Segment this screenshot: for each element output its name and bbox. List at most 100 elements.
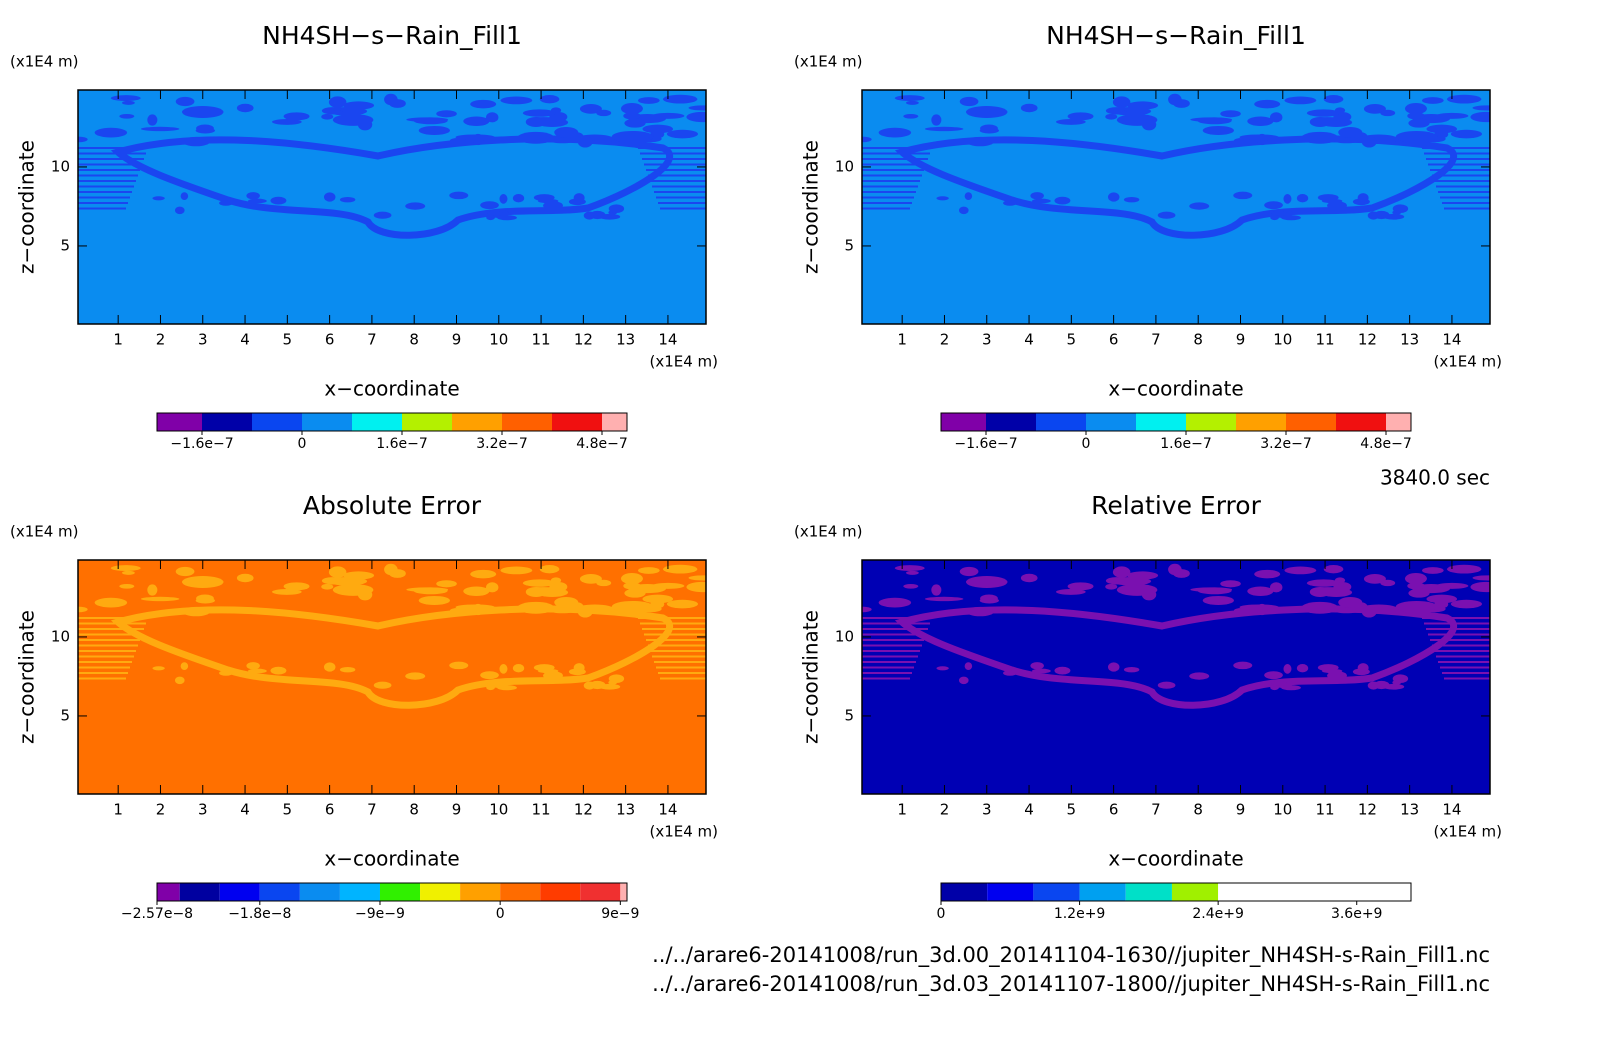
- colorbar-tick-label: 0: [937, 906, 946, 922]
- pattern-cell: [174, 676, 185, 685]
- pattern-cell: [1123, 196, 1140, 203]
- pattern-cell: [1189, 672, 1210, 680]
- pattern-ring: [110, 605, 674, 709]
- pattern-cell: [140, 596, 180, 602]
- field: [862, 90, 1490, 324]
- pattern-cell: [1323, 95, 1344, 104]
- x-tick-label: 12: [574, 801, 593, 819]
- colorbar-bin: [452, 413, 502, 431]
- pattern-cell: [1284, 96, 1317, 105]
- pattern-cell: [449, 138, 467, 144]
- colorbar-bin: [299, 883, 340, 901]
- x-tick-label: 13: [1400, 801, 1419, 819]
- pattern-cell: [373, 211, 392, 219]
- pattern-cell: [1056, 588, 1086, 595]
- colorbar-bin: [302, 413, 352, 431]
- pattern-cell: [583, 681, 596, 690]
- colorbar-frame: [940, 412, 1412, 432]
- pattern-cell: [1421, 567, 1444, 574]
- pattern-cell: [487, 211, 503, 216]
- colorbar-frame: [156, 412, 628, 432]
- plot-frame: [77, 89, 707, 325]
- x-tick-label: 1: [113, 801, 123, 819]
- pattern-cell: [1157, 211, 1176, 219]
- x-tick-label: 12: [1358, 801, 1377, 819]
- pattern-cell: [539, 95, 560, 104]
- colorbar-tick-label: 0: [1082, 436, 1091, 452]
- colorbar-tick-label: 2.4e+9: [1192, 906, 1244, 922]
- pattern-cell: [1264, 201, 1283, 210]
- pattern-cell: [175, 566, 195, 577]
- field-pattern: [862, 93, 1490, 239]
- colorbar-frame: [156, 882, 628, 902]
- pattern-cell: [339, 666, 356, 673]
- x-tick-label: 12: [1358, 331, 1377, 349]
- pattern-cell: [463, 586, 490, 596]
- pattern-cell: [449, 661, 469, 670]
- pattern-cell: [1020, 573, 1038, 583]
- pattern-cell: [455, 134, 495, 141]
- pattern-cell: [1367, 681, 1380, 690]
- colorbar-tick-label: 0: [298, 436, 307, 452]
- x-tick-label: 10: [489, 331, 508, 349]
- pattern-cell: [486, 582, 499, 593]
- pattern-cell: [1116, 580, 1127, 585]
- pattern-cell: [931, 114, 942, 126]
- pattern-cell: [405, 202, 426, 210]
- pattern-cell: [612, 193, 620, 200]
- x-axis-label: x−coordinate: [1108, 377, 1243, 401]
- pattern-cell: [964, 192, 973, 200]
- pattern-cell: [463, 116, 490, 126]
- colorbar-bin: [580, 883, 621, 901]
- pattern-cell: [1301, 131, 1339, 144]
- colorbar-bin: [987, 883, 1034, 901]
- colorbar-tick-label: 3.2e−7: [476, 436, 528, 452]
- time-label: 3840.0 sec: [1380, 466, 1490, 490]
- panel: Absolute Error (x1E4 m) z−coordinate (x1E4 …: [10, 491, 718, 922]
- pattern-cell: [612, 663, 620, 670]
- pattern-cell: [686, 581, 706, 593]
- field-pattern: [78, 563, 706, 709]
- pattern-cell: [894, 95, 925, 101]
- x-tick-label: 7: [1151, 801, 1161, 819]
- pattern-cell: [878, 127, 912, 138]
- pattern-cell: [1472, 105, 1490, 111]
- pattern-cell: [175, 96, 195, 107]
- y-axis-label: z−coordinate: [799, 140, 823, 274]
- x-tick-label: 10: [1273, 331, 1292, 349]
- x-tick-label: 8: [1193, 801, 1203, 819]
- pattern-cell: [642, 124, 674, 134]
- pattern-cell: [1173, 99, 1190, 108]
- pattern-cell: [1357, 663, 1369, 673]
- pattern-cell: [1202, 125, 1234, 136]
- pattern-cell: [1382, 683, 1405, 690]
- colorbar-bin: [602, 413, 627, 431]
- pattern-cell: [1233, 661, 1253, 670]
- pattern-cell: [517, 601, 555, 614]
- x-tick-label: 7: [1151, 331, 1161, 349]
- y-tick-label: 5: [60, 706, 70, 724]
- pattern-cell: [406, 587, 449, 592]
- pattern-cell: [862, 606, 872, 613]
- x-tick-label: 6: [325, 801, 335, 819]
- colorbar-tick-label: 0: [496, 906, 505, 922]
- pattern-cell: [270, 196, 287, 205]
- x-tick-label: 9: [452, 801, 462, 819]
- x-tick-label: 4: [1024, 331, 1034, 349]
- pattern-cell: [332, 110, 343, 115]
- pattern-cell: [1270, 582, 1283, 593]
- x-tick-label: 3: [982, 331, 992, 349]
- x-tick-label: 8: [409, 801, 419, 819]
- pattern-cell: [1126, 101, 1159, 110]
- pattern-cell: [1190, 117, 1233, 122]
- pattern-cell: [499, 664, 508, 674]
- x-tick-label: 7: [367, 801, 377, 819]
- field: [78, 90, 706, 324]
- x-tick-label: 2: [940, 801, 950, 819]
- chart-title: Absolute Error: [303, 491, 482, 520]
- pattern-cell: [436, 580, 457, 588]
- pattern-cell: [1270, 214, 1279, 221]
- pattern-cell: [1054, 196, 1071, 205]
- pattern-cell: [1421, 97, 1444, 104]
- pattern-cell: [181, 576, 224, 589]
